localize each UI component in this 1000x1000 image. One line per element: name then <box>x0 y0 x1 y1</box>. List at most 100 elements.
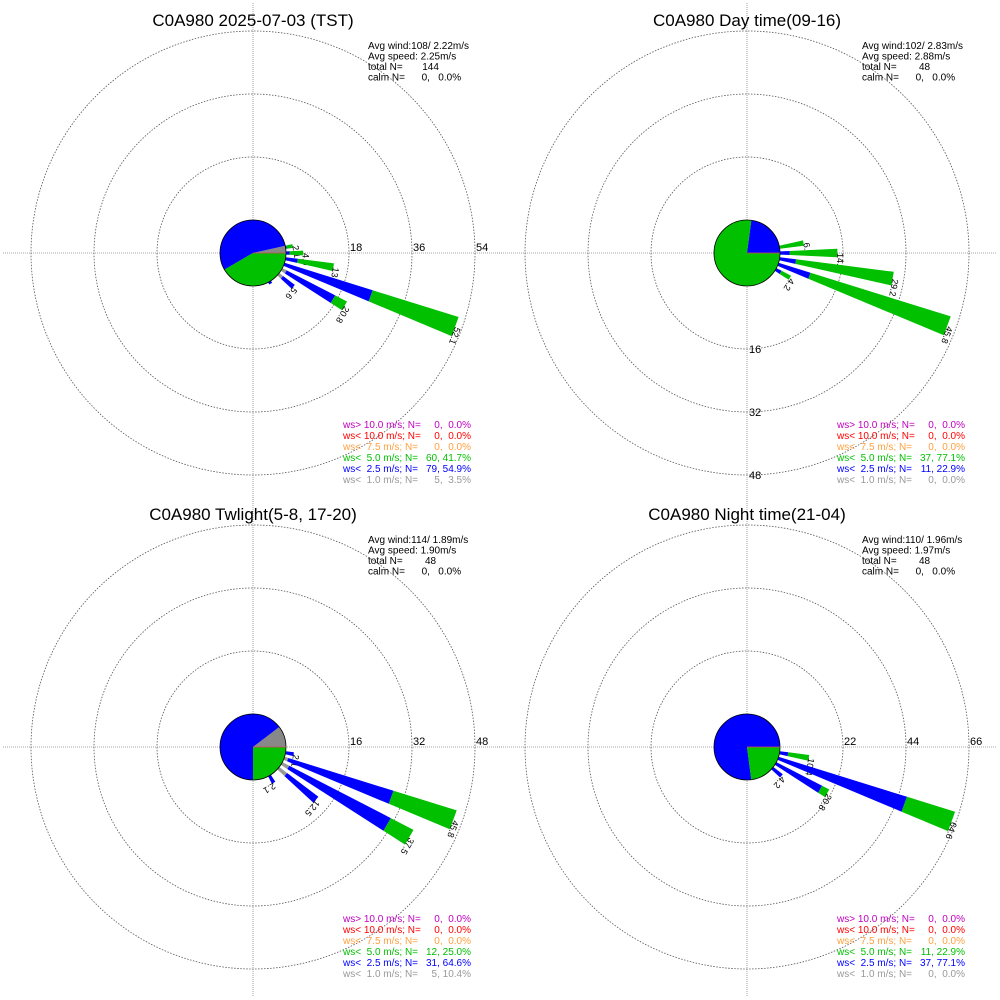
legend-value: 0, 0.0% <box>923 936 965 947</box>
legend-label: ws< 1.0 m/s; N= <box>836 475 912 486</box>
bar-segment-blue-150 <box>268 774 276 784</box>
bar-segment-blue-120 <box>774 762 823 793</box>
legend-label: ws> 10.0 m/s; N= <box>342 914 421 925</box>
panel-title: C0A980 2025-07-03 (TST) <box>152 11 353 30</box>
bar-segment-green-120 <box>818 785 830 797</box>
bar-segment-blue-110 <box>287 758 394 804</box>
bar-segment-green-80 <box>779 240 804 249</box>
bar-value-label: 29.2 <box>887 278 900 297</box>
bar-value-label: 4.2 <box>782 277 797 293</box>
legend-label: ws< 7.5 m/s; N= <box>342 936 418 947</box>
grid-ring <box>30 524 476 970</box>
ring-tick-label: 48 <box>749 470 761 482</box>
stat-line: Avg speed: 1.97m/s <box>862 546 950 557</box>
bar-segment-green-110 <box>901 796 956 832</box>
bar-segment-blue-130 <box>771 767 783 778</box>
grid-ring <box>93 93 413 413</box>
bar-segment-blue-100 <box>779 257 797 264</box>
grid-ring <box>587 587 907 907</box>
legend-value: 11, 22.9% <box>921 464 965 475</box>
bar-segment-blue-120 <box>287 765 391 831</box>
legend-value: 0, 0.0% <box>923 475 965 486</box>
grid-ring <box>587 93 907 413</box>
ring-tick-label: 22 <box>844 736 856 748</box>
pie-slice-blue <box>747 220 780 253</box>
legend-value: 0, 0.0% <box>429 420 471 431</box>
bar-value-label: 20.8 <box>334 305 351 325</box>
legend-value: 31, 64.6% <box>426 958 471 969</box>
legend-label: ws< 7.5 m/s; N= <box>342 442 418 453</box>
bar-segment-green-120 <box>383 818 414 845</box>
stat-line: Avg wind:114/ 1.89m/s <box>368 535 468 546</box>
legend-label: ws< 10.0 m/s; N= <box>342 431 421 442</box>
stat-line: calm N= 0, 0.0% <box>862 73 955 84</box>
legend-label: ws< 5.0 m/s; N= <box>342 947 418 958</box>
legend-label: ws> 10.0 m/s; N= <box>342 420 421 431</box>
legend-value: 0, 0.0% <box>429 925 471 936</box>
bar-segment-blue-90 <box>286 251 290 255</box>
bar-segment-blue-120 <box>774 268 782 274</box>
legend-value: 0, 0.0% <box>923 442 965 453</box>
bar-segment-green-90 <box>789 248 838 258</box>
bar-segment-green-100 <box>787 752 810 761</box>
legend-value: 0, 0.0% <box>923 914 965 925</box>
legend-value: 0, 0.0% <box>923 431 965 442</box>
bar-segment-gray-130 <box>277 273 284 279</box>
bar-segment-blue-90 <box>780 251 790 255</box>
legend-label: ws< 5.0 m/s; N= <box>836 453 912 464</box>
panel-title: C0A980 Day time(09-16) <box>653 11 841 30</box>
legend-value: 60, 41.7% <box>426 453 471 464</box>
ring-tick-label: 44 <box>907 736 919 748</box>
bar-segment-gray-130 <box>277 767 288 777</box>
panel-title: C0A980 Twlight(5-8, 17-20) <box>149 505 357 524</box>
bar-value-label: 4.2 <box>772 774 788 790</box>
grid-ring <box>524 524 970 970</box>
bar-value-label: 4.9 <box>301 253 311 266</box>
grid-ring <box>650 650 844 844</box>
bar-segment-blue-130 <box>284 773 319 803</box>
legend-value: 0, 0.0% <box>429 442 471 453</box>
bar-segment-blue-110 <box>777 262 811 279</box>
stat-line: Avg speed: 2.25m/s <box>368 52 456 63</box>
stat-line: Avg speed: 2.88m/s <box>862 52 950 63</box>
legend-label: ws> 10.0 m/s; N= <box>836 420 915 431</box>
grid-ring <box>650 156 844 350</box>
legend-value: 0, 0.0% <box>429 936 471 947</box>
bar-segment-blue-130 <box>280 276 295 289</box>
pie-slice-blue <box>220 714 280 780</box>
legend-label: ws< 5.0 m/s; N= <box>836 947 912 958</box>
bar-value-label: 20.8 <box>816 792 833 812</box>
bar-segment-blue-100 <box>779 751 789 757</box>
ring-tick-label: 36 <box>413 242 425 254</box>
pie-slice-gray <box>253 726 286 747</box>
legend-label: ws< 7.5 m/s; N= <box>836 442 912 453</box>
bar-value-label: 12.5 <box>303 798 322 818</box>
legend-label: ws< 1.0 m/s; N= <box>342 475 418 486</box>
legend-label: ws< 1.0 m/s; N= <box>342 969 418 980</box>
legend-value: 0, 0.0% <box>923 969 965 980</box>
bar-value-label: 5.6 <box>283 285 299 301</box>
legend-value: 12, 25.0% <box>426 947 471 958</box>
pie-slice-green <box>253 747 286 780</box>
stat-line: Avg wind:108/ 2.22m/s <box>368 41 469 52</box>
legend-value: 5, 10.4% <box>426 969 471 980</box>
ring-tick-label: 54 <box>476 242 488 254</box>
legend-value: 37, 77.1% <box>920 958 965 969</box>
legend-label: ws< 2.5 m/s; N= <box>836 464 912 475</box>
legend-label: ws< 2.5 m/s; N= <box>342 464 418 475</box>
grid-ring <box>156 650 350 844</box>
legend-label: ws< 10.0 m/s; N= <box>342 925 421 936</box>
stat-line: Avg speed: 1.90m/s <box>368 546 456 557</box>
ring-tick-label: 18 <box>350 242 362 254</box>
pie-slice-gray <box>253 245 286 253</box>
bar-value-label: 14.6 <box>835 253 845 271</box>
legend-label: ws> 10.0 m/s; N= <box>836 914 915 925</box>
bar-segment-green-120 <box>779 270 791 280</box>
legend-label: ws< 7.5 m/s; N= <box>836 936 912 947</box>
pie-slice-green <box>747 747 780 780</box>
bar-segment-gray-120 <box>280 268 287 274</box>
